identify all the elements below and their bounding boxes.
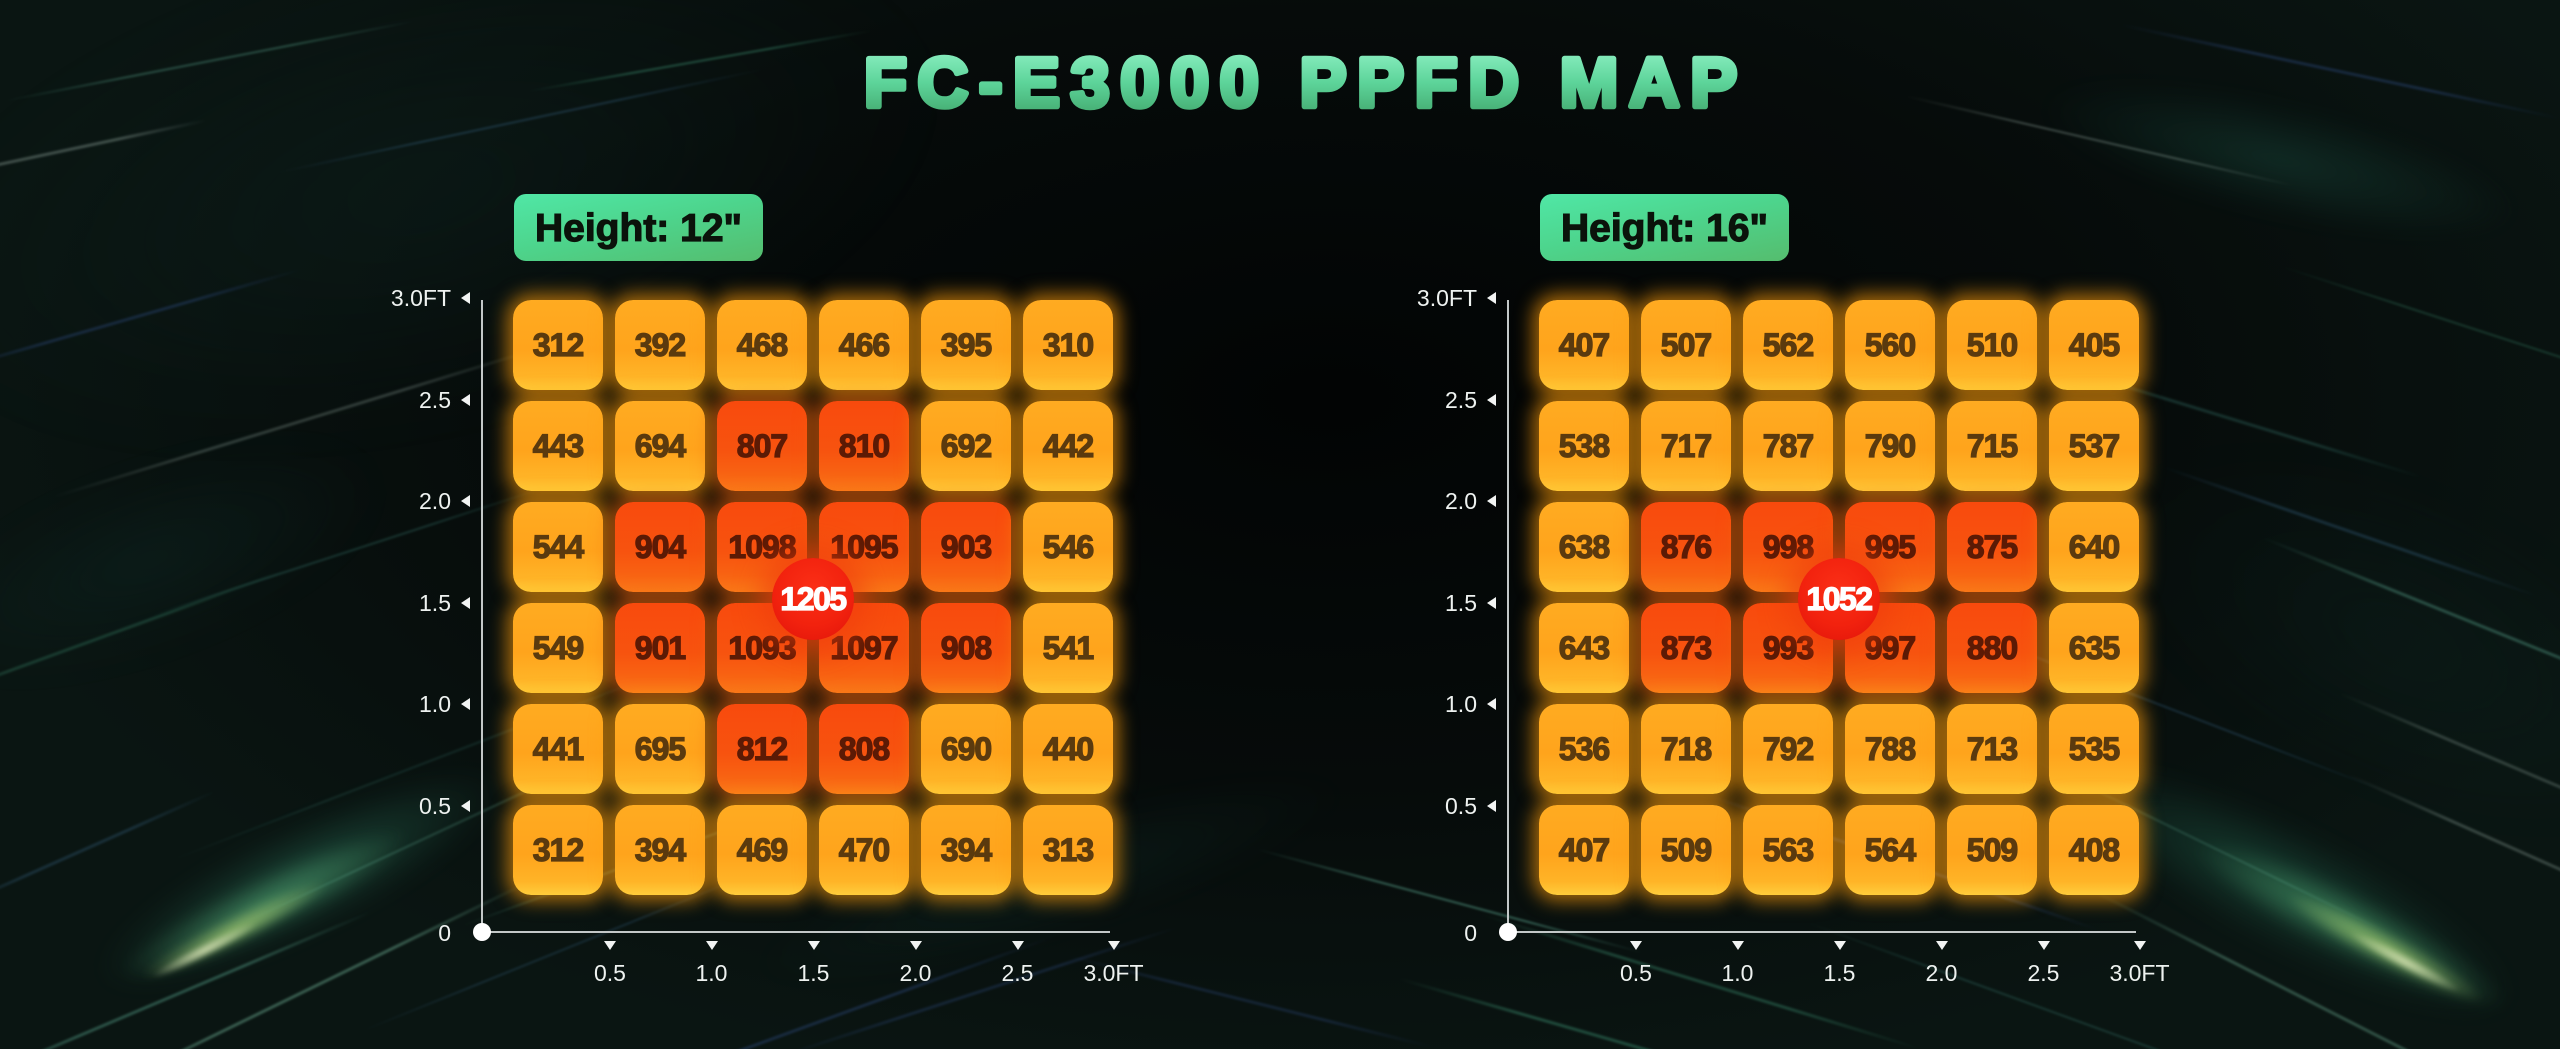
- svg-text:FC-E3000 PPFD MAP: FC-E3000 PPFD MAP: [864, 44, 1748, 122]
